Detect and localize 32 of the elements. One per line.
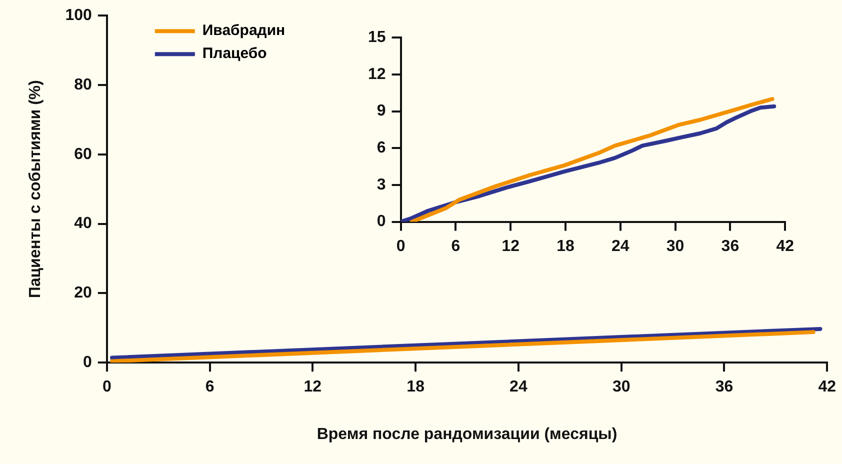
x-tick-label: 42	[818, 378, 836, 396]
x-tick-label: 0	[396, 238, 406, 255]
x-tick-label: 0	[102, 378, 112, 396]
x-tick-label: 24	[510, 378, 528, 396]
y-tick-label: 20	[74, 284, 92, 302]
x-tick-label: 36	[715, 378, 734, 396]
y-tick-label: 40	[74, 215, 92, 232]
y-tick-label: 15	[368, 29, 386, 46]
y-tick-label: 9	[376, 102, 386, 120]
x-tick-label: 30	[666, 238, 684, 255]
legend-label: Плацебо	[202, 45, 267, 62]
y-tick-label: 6	[376, 140, 386, 157]
x-tick-label: 24	[612, 238, 630, 255]
x-tick-label: 6	[451, 238, 460, 255]
x-tick-label: 18	[406, 378, 425, 396]
x-axis-title: Время после рандомизации (месяцы)	[316, 426, 618, 443]
y-axis-title: Пациенты с событиями (%)	[27, 80, 44, 298]
y-tick-label: 80	[74, 76, 92, 94]
y-tick-label: 12	[368, 66, 386, 83]
y-tick-label: 0	[376, 213, 386, 230]
x-tick-label: 12	[502, 238, 520, 255]
x-tick-label: 42	[776, 238, 794, 255]
x-tick-label: 30	[612, 378, 630, 396]
x-tick-label: 12	[304, 378, 322, 396]
y-tick-label: 0	[82, 354, 92, 372]
legend-label: Ивабрадин	[202, 22, 286, 40]
x-tick-label: 6	[205, 378, 214, 396]
y-tick-label: 100	[65, 7, 92, 24]
y-tick-label: 3	[376, 176, 386, 194]
x-tick-label: 18	[556, 238, 574, 255]
x-tick-label: 36	[721, 238, 740, 255]
y-tick-label: 60	[74, 146, 92, 163]
